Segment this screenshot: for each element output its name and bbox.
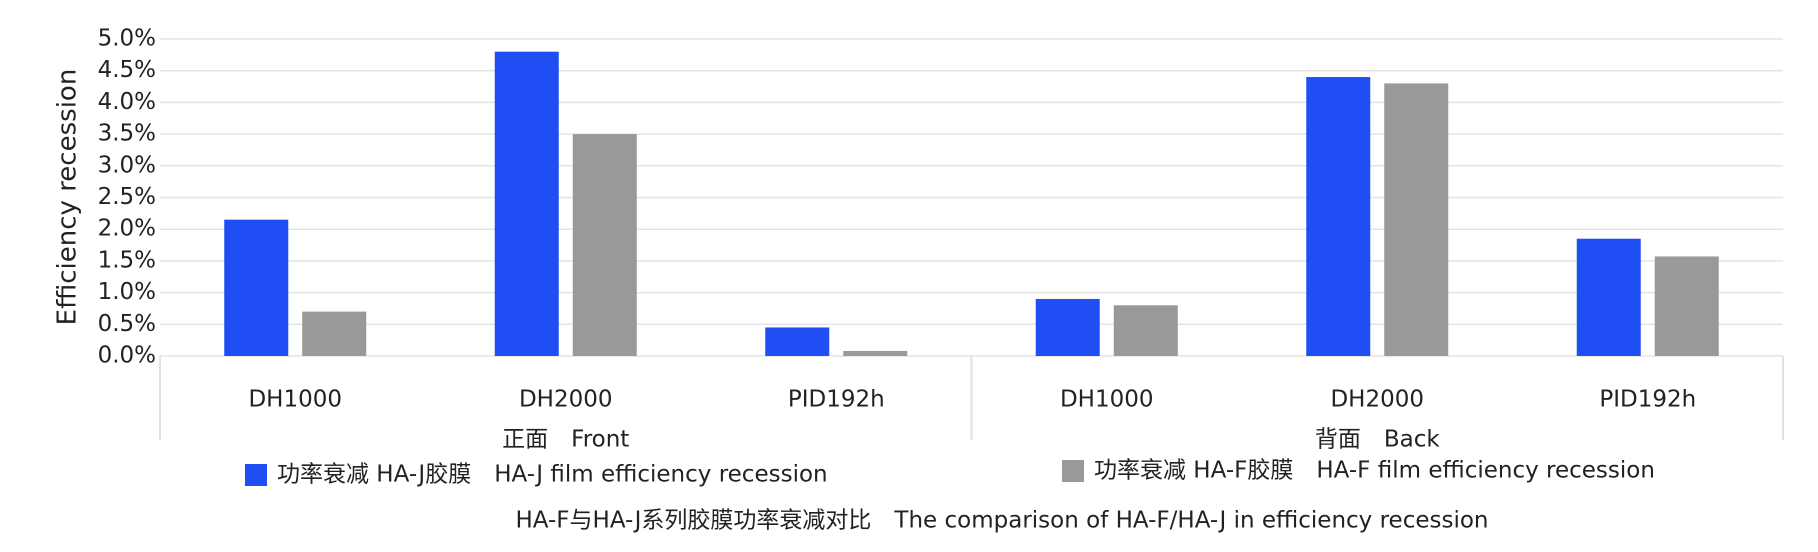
bar [494, 51, 559, 357]
bar [1384, 83, 1449, 356]
bar [572, 134, 637, 356]
y-tick-label: 3.5% [98, 121, 156, 147]
legend-swatch [1062, 460, 1084, 482]
bar [1654, 256, 1719, 356]
x-tick-label: DH1000 [248, 387, 342, 413]
x-tick-label: DH2000 [519, 387, 613, 413]
x-tick-label: DH2000 [1330, 387, 1424, 413]
y-tick-label: 4.0% [98, 89, 156, 115]
bar [1306, 77, 1371, 356]
bar [843, 350, 908, 356]
y-axis-label: Efficiency recession [53, 69, 83, 326]
group-label: 正面 Front [502, 427, 629, 453]
y-tick-label: 5.0% [98, 26, 156, 52]
y-tick-label: 2.0% [98, 216, 156, 242]
bar [1576, 238, 1641, 356]
x-tick-label: PID192h [1599, 387, 1696, 413]
bar [302, 311, 367, 356]
y-tick-label: 1.0% [98, 279, 156, 305]
bar [1113, 305, 1178, 356]
legend-label: 功率衰减 HA-F胶膜 HA-F film efficiency recessi… [1094, 458, 1655, 484]
legend-swatch [245, 464, 267, 486]
y-tick-label: 4.5% [98, 57, 156, 83]
chart-title: HA-F与HA-J系列胶膜功率衰减对比 The comparison of HA… [515, 508, 1488, 534]
x-tick-label: DH1000 [1060, 387, 1154, 413]
bar [224, 219, 289, 356]
y-tick-label: 0.5% [98, 311, 156, 337]
x-tick-label: PID192h [788, 387, 885, 413]
bar [765, 327, 830, 356]
group-label: 背面 Back [1315, 427, 1441, 453]
y-tick-label: 3.0% [98, 152, 156, 178]
y-tick-label: 2.5% [98, 184, 156, 210]
legend-label: 功率衰减 HA-J胶膜 HA-J film efficiency recessi… [277, 462, 828, 488]
y-tick-label: 1.5% [98, 247, 156, 273]
y-tick-label: 0.0% [98, 343, 156, 369]
bar [1035, 298, 1100, 356]
